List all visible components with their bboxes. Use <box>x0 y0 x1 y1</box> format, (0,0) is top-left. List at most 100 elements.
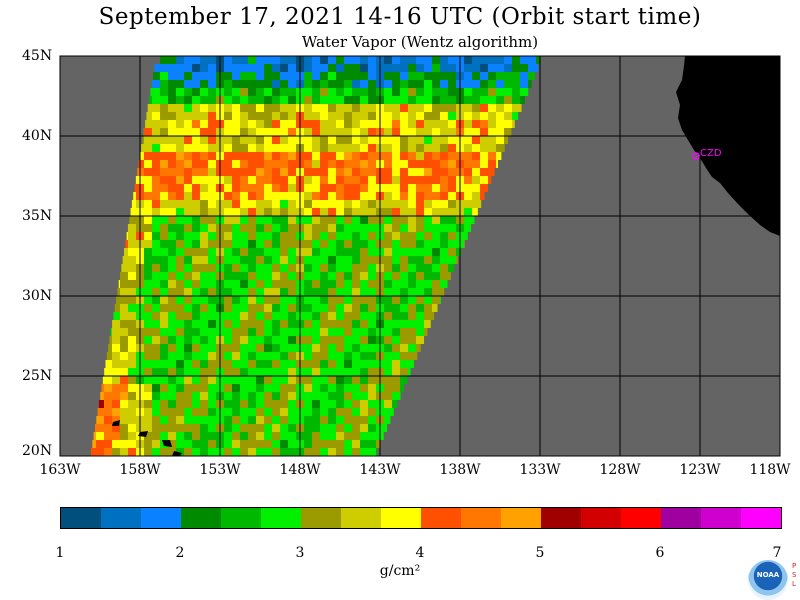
swath-cell <box>344 328 352 336</box>
swath-cell <box>464 128 472 136</box>
swath-cell <box>472 144 480 152</box>
swath-cell <box>280 400 288 408</box>
swath-cell <box>384 184 392 192</box>
swath-cell <box>280 160 288 168</box>
swath-cell <box>264 192 272 200</box>
swath-cell <box>312 368 320 376</box>
swath-cell <box>240 232 248 240</box>
swath-cell <box>432 120 440 128</box>
swath-cell <box>288 88 296 96</box>
swath-cell <box>208 424 216 432</box>
swath-cell <box>352 104 360 112</box>
swath-cell <box>248 392 256 400</box>
swath-cell <box>176 208 184 216</box>
swath-cell <box>280 256 288 264</box>
swath-cell <box>312 72 320 80</box>
swath-cell <box>144 192 152 200</box>
swath-cell <box>192 192 200 200</box>
swath-cell <box>152 408 160 416</box>
swath-cell <box>448 56 456 64</box>
swath-cell <box>248 320 256 328</box>
swath-cell <box>424 320 431 328</box>
swath-cell <box>352 400 360 408</box>
swath-cell <box>256 272 264 280</box>
swath-cell <box>288 264 296 272</box>
swath-cell <box>368 160 376 168</box>
swath-cell <box>176 320 184 328</box>
swath-cell <box>304 336 312 344</box>
swath-cell <box>264 232 272 240</box>
swath-cell <box>224 272 232 280</box>
swath-cell <box>344 96 352 104</box>
swath-cell <box>424 128 432 136</box>
swath-cell <box>184 112 192 120</box>
swath-cell <box>160 280 168 288</box>
swath-cell <box>128 304 136 312</box>
swath-cell <box>224 136 232 144</box>
swath-cell <box>120 400 128 408</box>
swath-cell <box>232 384 240 392</box>
swath-cell <box>440 120 448 128</box>
swath-cell <box>168 376 176 384</box>
swath-cell <box>232 368 240 376</box>
swath-cell <box>424 272 432 280</box>
swath-cell <box>392 120 400 128</box>
swath-cell <box>224 144 232 152</box>
swath-cell <box>160 224 168 232</box>
swath-cell <box>392 376 400 384</box>
swath-cell <box>176 448 184 456</box>
swath-cell <box>480 104 488 112</box>
swath-cell <box>110 328 112 336</box>
swath-cell <box>240 96 248 104</box>
lon-label-138w: 138W <box>439 462 481 478</box>
swath-cell <box>408 120 416 128</box>
swath-cell <box>192 208 200 216</box>
swath-cell <box>448 264 455 272</box>
swath-cell <box>160 448 168 456</box>
swath-cell <box>320 272 328 280</box>
swath-cell <box>272 120 280 128</box>
swath-cell <box>112 336 120 344</box>
swath-cell <box>408 336 416 344</box>
swath-cell <box>232 328 240 336</box>
swath-cell <box>232 312 240 320</box>
swath-cell <box>232 296 240 304</box>
swath-cell <box>96 440 104 448</box>
swath-cell <box>440 72 448 80</box>
swath-cell <box>360 80 368 88</box>
swath-cell <box>123 248 128 256</box>
swath-cell <box>272 184 280 192</box>
swath-cell <box>272 96 280 104</box>
swath-cell <box>344 120 352 128</box>
swath-cell <box>168 144 176 152</box>
swath-cell <box>392 408 394 416</box>
swath-cell <box>256 176 264 184</box>
color-scale-segment <box>341 508 381 528</box>
swath-cell <box>280 288 288 296</box>
swath-cell <box>416 72 424 80</box>
swath-cell <box>416 136 424 144</box>
swath-cell <box>288 216 296 224</box>
swath-cell <box>208 192 216 200</box>
swath-cell <box>440 64 448 72</box>
swath-cell <box>448 232 456 240</box>
swath-cell <box>392 328 400 336</box>
swath-cell <box>280 424 288 432</box>
color-scale-segment <box>141 508 181 528</box>
swath-cell <box>184 344 192 352</box>
swath-cell <box>232 152 240 160</box>
swath-cell <box>208 80 216 88</box>
swath-cell <box>512 96 520 104</box>
swath-cell <box>90 448 96 456</box>
swath-cell <box>464 56 472 64</box>
swath-cell <box>408 224 416 232</box>
swath-cell <box>112 384 120 392</box>
swath-cell <box>208 184 216 192</box>
swath-cell <box>392 64 400 72</box>
swath-cell <box>424 112 432 120</box>
swath-cell <box>448 208 456 216</box>
swath-cell <box>152 208 160 216</box>
swath-cell <box>256 416 264 424</box>
swath-cell <box>480 168 488 176</box>
swath-cell <box>328 264 336 272</box>
